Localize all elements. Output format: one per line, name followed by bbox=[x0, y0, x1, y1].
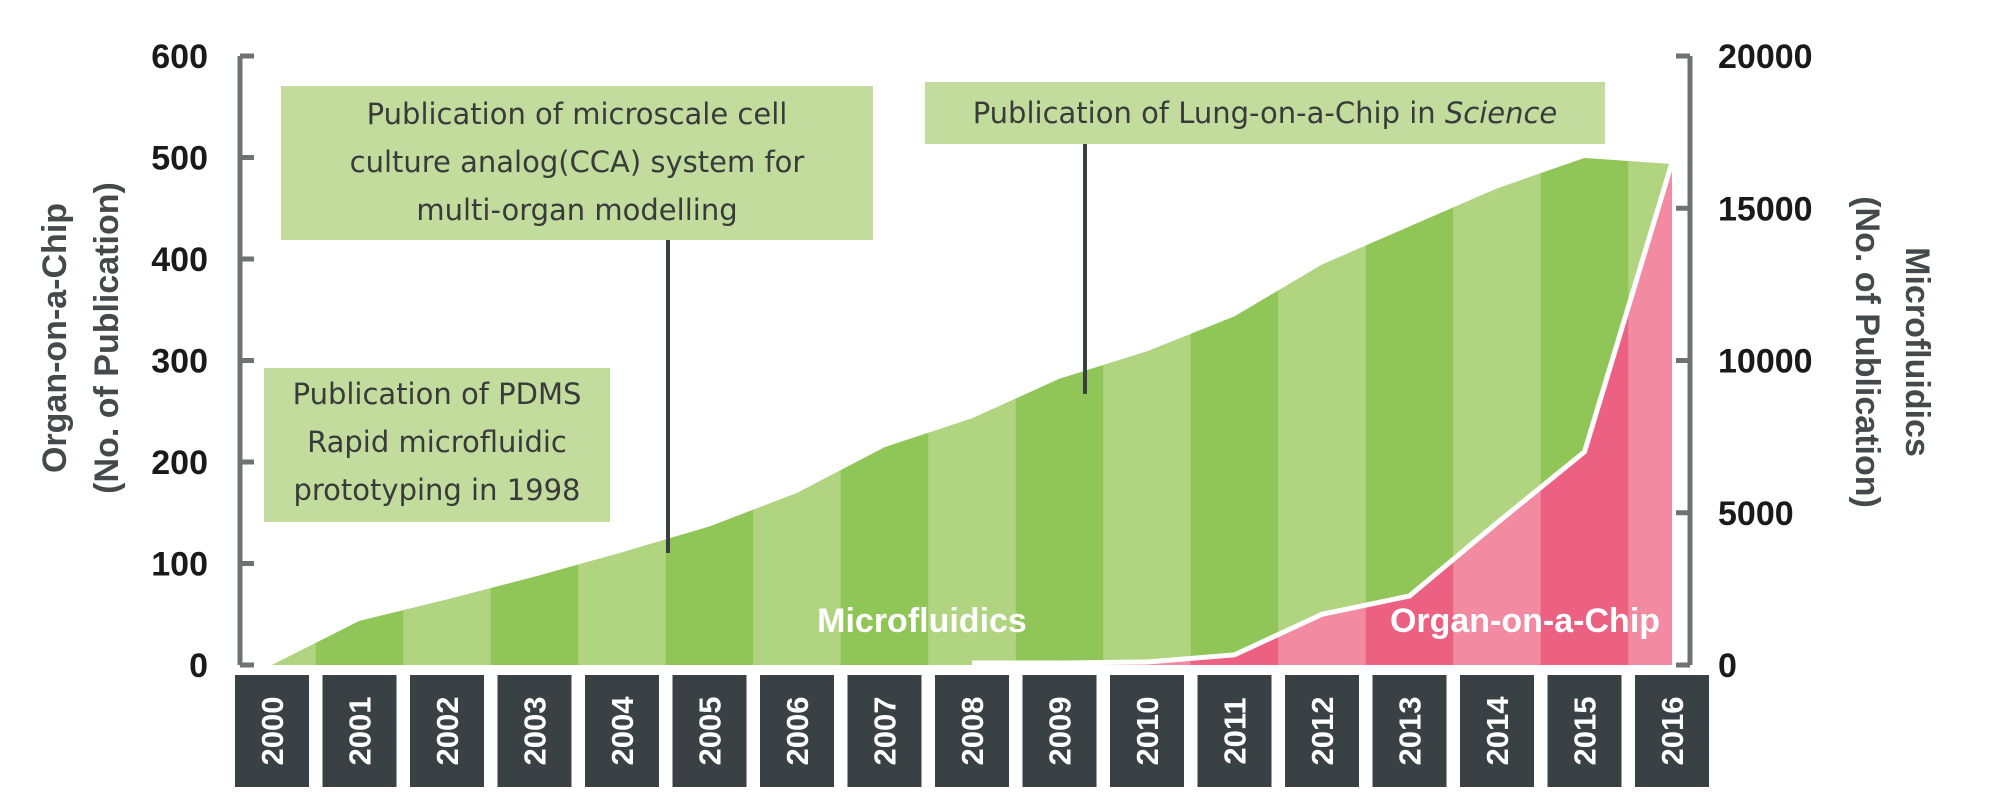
year-label-2007: 2007 bbox=[868, 697, 903, 766]
year-box-2016 bbox=[1635, 675, 1709, 787]
right-tick-label: 0 bbox=[1718, 647, 1737, 685]
year-box-2000 bbox=[235, 675, 309, 787]
annotation-lung-italic: Science bbox=[1445, 96, 1557, 130]
year-label-2014: 2014 bbox=[1480, 696, 1515, 766]
year-label-2006: 2006 bbox=[780, 697, 815, 766]
year-box-2004 bbox=[585, 675, 659, 787]
microfluidics-point-2012 bbox=[1278, 158, 1366, 665]
year-label-2002: 2002 bbox=[430, 697, 465, 766]
right-axis-ticks: 0 5000 10000 15000 20000 bbox=[1676, 38, 1813, 685]
year-box-2012 bbox=[1285, 675, 1359, 787]
year-box-2005 bbox=[672, 675, 747, 787]
year-box-2006 bbox=[760, 675, 834, 787]
annotation-pdms-line3: prototyping in 1998 bbox=[293, 473, 580, 507]
left-axis-title-line2: (No. of Publication) bbox=[88, 182, 126, 494]
left-tick-label: 0 bbox=[189, 647, 208, 685]
right-axis-title-line2: (No. of Publication) bbox=[1848, 196, 1886, 508]
organ-on-a-chip-outline bbox=[972, 161, 1675, 666]
year-box-2001 bbox=[322, 675, 397, 787]
right-tick-label: 20000 bbox=[1718, 38, 1813, 76]
series-label-microfluidics: Microfluidics bbox=[817, 602, 1027, 640]
year-label-2012: 2012 bbox=[1305, 697, 1340, 766]
year-label-2013: 2013 bbox=[1393, 697, 1428, 766]
year-label-2016: 2016 bbox=[1655, 697, 1690, 766]
year-box-2007 bbox=[847, 675, 922, 787]
year-label-2001: 2001 bbox=[343, 697, 378, 766]
year-box-2011 bbox=[1197, 675, 1272, 787]
annotation-lung-text: Publication of Lung-on-a-Chip in Science bbox=[973, 96, 1558, 130]
left-tick-label: 300 bbox=[151, 343, 208, 381]
annotation-pdms-line2: Rapid microfluidic bbox=[307, 425, 567, 459]
annotation-cca-line3: multi-organ modelling bbox=[416, 193, 737, 227]
year-label-2008: 2008 bbox=[955, 697, 990, 766]
year-label-2010: 2010 bbox=[1130, 697, 1165, 766]
year-box-2002 bbox=[410, 675, 484, 787]
year-box-2010 bbox=[1110, 675, 1184, 787]
annotation-cca: Publication of microscale cell culture a… bbox=[281, 86, 873, 240]
year-label-2015: 2015 bbox=[1568, 697, 1603, 766]
left-tick-label: 400 bbox=[151, 241, 208, 279]
left-tick-label: 200 bbox=[151, 444, 208, 482]
microfluidics-point-2011 bbox=[1190, 158, 1279, 665]
organ-on-a-chip-point-2016 bbox=[1628, 162, 1672, 665]
left-axis-title-line1: Organ-on-a-Chip bbox=[36, 203, 74, 473]
year-label-2005: 2005 bbox=[693, 697, 728, 766]
year-box-2015 bbox=[1547, 675, 1622, 787]
year-box-2003 bbox=[497, 675, 572, 787]
annotation-cca-line1: Publication of microscale cell bbox=[367, 97, 788, 131]
year-box-2013 bbox=[1372, 675, 1447, 787]
right-tick-label: 5000 bbox=[1718, 495, 1794, 533]
annotation-pdms: Publication of PDMS Rapid microfluidic p… bbox=[264, 368, 610, 522]
left-tick-label: 500 bbox=[151, 140, 208, 178]
left-tick-label: 600 bbox=[151, 38, 208, 76]
year-box-2008 bbox=[935, 675, 1009, 787]
annotation-lung: Publication of Lung-on-a-Chip in Science bbox=[925, 82, 1605, 144]
year-label-2003: 2003 bbox=[518, 697, 553, 766]
year-box-2009 bbox=[1022, 675, 1097, 787]
year-box-2014 bbox=[1460, 675, 1534, 787]
x-axis-year-labels: 2000 2001 2002 2003 2004 2005 2006 2007 2008 2009… bbox=[235, 675, 1709, 787]
series-label-organ-on-a-chip: Organ-on-a-Chip bbox=[1390, 602, 1660, 640]
right-tick-label: 10000 bbox=[1718, 343, 1813, 381]
microfluidics-point-2009 bbox=[1015, 158, 1104, 665]
year-label-2009: 2009 bbox=[1043, 697, 1078, 766]
right-axis-title-line1: Microfluidics bbox=[1898, 247, 1936, 457]
annotation-lung-plain: Publication of Lung-on-a-Chip in bbox=[973, 96, 1445, 130]
left-tick-label: 100 bbox=[151, 546, 208, 584]
year-label-2011: 2011 bbox=[1218, 697, 1253, 764]
right-tick-label: 15000 bbox=[1718, 190, 1813, 228]
microfluidics-point-2008 bbox=[928, 158, 1016, 665]
year-label-2004: 2004 bbox=[605, 696, 640, 766]
microfluidics-point-2010 bbox=[1103, 158, 1191, 665]
left-axis-ticks: 0 100 200 300 400 500 600 bbox=[151, 38, 254, 685]
year-label-2000: 2000 bbox=[255, 697, 290, 766]
annotation-pdms-line1: Publication of PDMS bbox=[293, 377, 582, 411]
annotation-cca-line2: culture analog(CCA) system for bbox=[350, 145, 805, 179]
